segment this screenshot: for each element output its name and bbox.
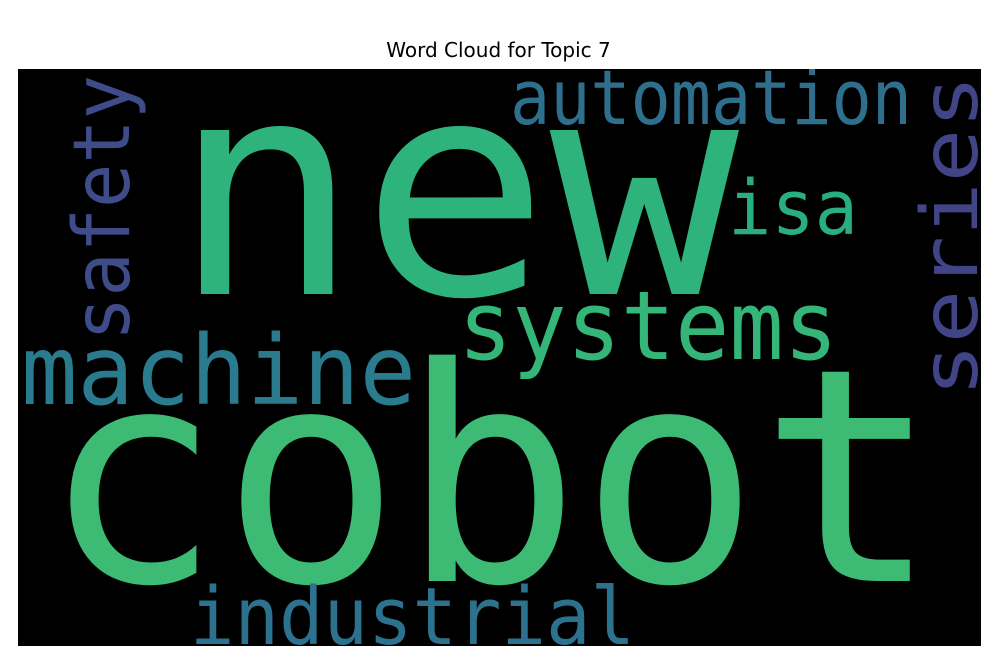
word-cloud-canvas: new cobot automation isa systems machine… — [18, 69, 981, 646]
chart-title: Word Cloud for Topic 7 — [386, 38, 611, 62]
word-machine: machine — [21, 315, 416, 427]
word-cloud: new cobot automation isa systems machine… — [18, 69, 981, 646]
word-industrial: industrial — [190, 571, 635, 646]
word-safety: safety — [58, 75, 148, 341]
word-systems: systems — [458, 272, 838, 382]
cloud-background — [18, 69, 981, 646]
word-series: series — [906, 75, 981, 397]
word-automation: automation — [510, 69, 912, 142]
word-new: new — [171, 69, 741, 365]
word-isa: isa — [728, 163, 858, 252]
word-cobot: cobot — [42, 305, 939, 646]
